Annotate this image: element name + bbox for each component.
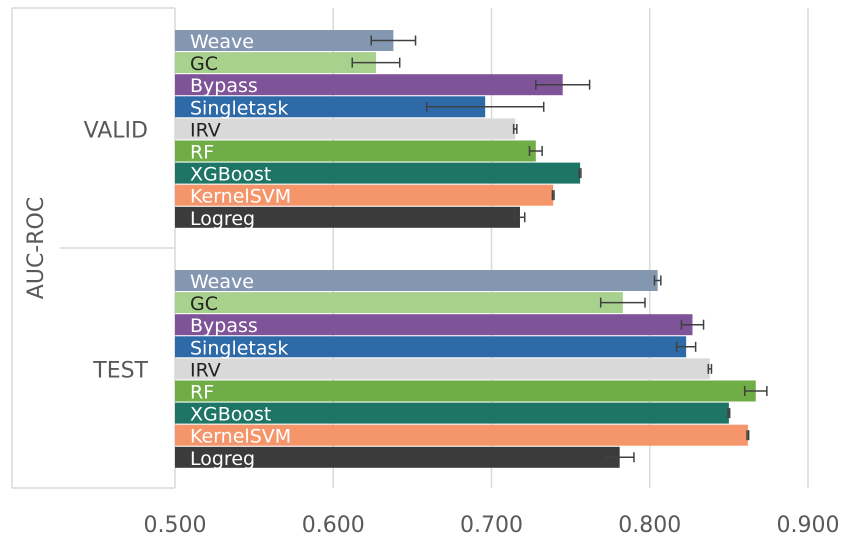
- y-axis-title: AUC-ROC: [24, 197, 49, 299]
- bar-label: KernelSVM: [190, 426, 291, 448]
- bar-label: IRV: [190, 359, 221, 381]
- bar-test-xgboost: [175, 402, 729, 424]
- bar-label: IRV: [190, 119, 221, 141]
- bar-valid-gc: [175, 52, 376, 74]
- bar-label: Bypass: [190, 75, 258, 97]
- bar-label: Weave: [190, 31, 254, 53]
- bar-label: KernelSVM: [190, 186, 291, 208]
- x-tick-labels: 0.500 0.600 0.700 0.800 0.900: [144, 513, 840, 538]
- bar-test-singletask: [175, 336, 687, 358]
- x-tick-label: 0.600: [302, 513, 365, 538]
- x-tick-label: 0.700: [460, 513, 523, 538]
- bar-test-bypass: [175, 314, 693, 336]
- bar-test-weave: [175, 270, 658, 291]
- bar-label: Singletask: [190, 337, 288, 359]
- bar-label: GC: [190, 293, 218, 315]
- bar-label: Bypass: [190, 315, 258, 337]
- bar-valid-bypass: [175, 74, 563, 96]
- bar-label: RF: [190, 382, 214, 404]
- bar-labels: VALIDWeaveGCBypassSingletaskIRVRFXGBoost…: [84, 31, 292, 470]
- error-bars: [351, 35, 768, 463]
- bar-valid-kernelsvm: [175, 184, 554, 206]
- bar-valid-rf: [175, 140, 536, 162]
- bar-label: Weave: [190, 271, 254, 293]
- x-tick-label: 0.500: [144, 513, 207, 538]
- bar-label: XGBoost: [190, 404, 271, 426]
- bar-label: GC: [190, 53, 218, 75]
- bar-valid-singletask: [175, 96, 486, 118]
- bar-valid-irv: [175, 118, 516, 140]
- bar-test-kernelsvm: [175, 424, 748, 446]
- bar-test-rf: [175, 380, 756, 402]
- group-label-valid: VALID: [84, 118, 148, 143]
- bars: [175, 30, 756, 468]
- bar-label: Singletask: [190, 97, 288, 119]
- bar-valid-xgboost: [175, 162, 581, 184]
- bar-label: XGBoost: [190, 164, 271, 186]
- bar-label: RF: [190, 142, 214, 164]
- x-tick-label: 0.900: [777, 513, 840, 538]
- group-label-test: TEST: [92, 358, 148, 383]
- bar-test-gc: [175, 292, 623, 314]
- x-tick-label: 0.800: [618, 513, 681, 538]
- bar-label: Logreg: [190, 448, 255, 470]
- bar-valid-logreg: [175, 206, 520, 228]
- bar-valid-weave: [175, 30, 394, 51]
- bar-test-logreg: [175, 446, 620, 468]
- bar-label: Logreg: [190, 208, 255, 230]
- bar-test-irv: [175, 358, 710, 380]
